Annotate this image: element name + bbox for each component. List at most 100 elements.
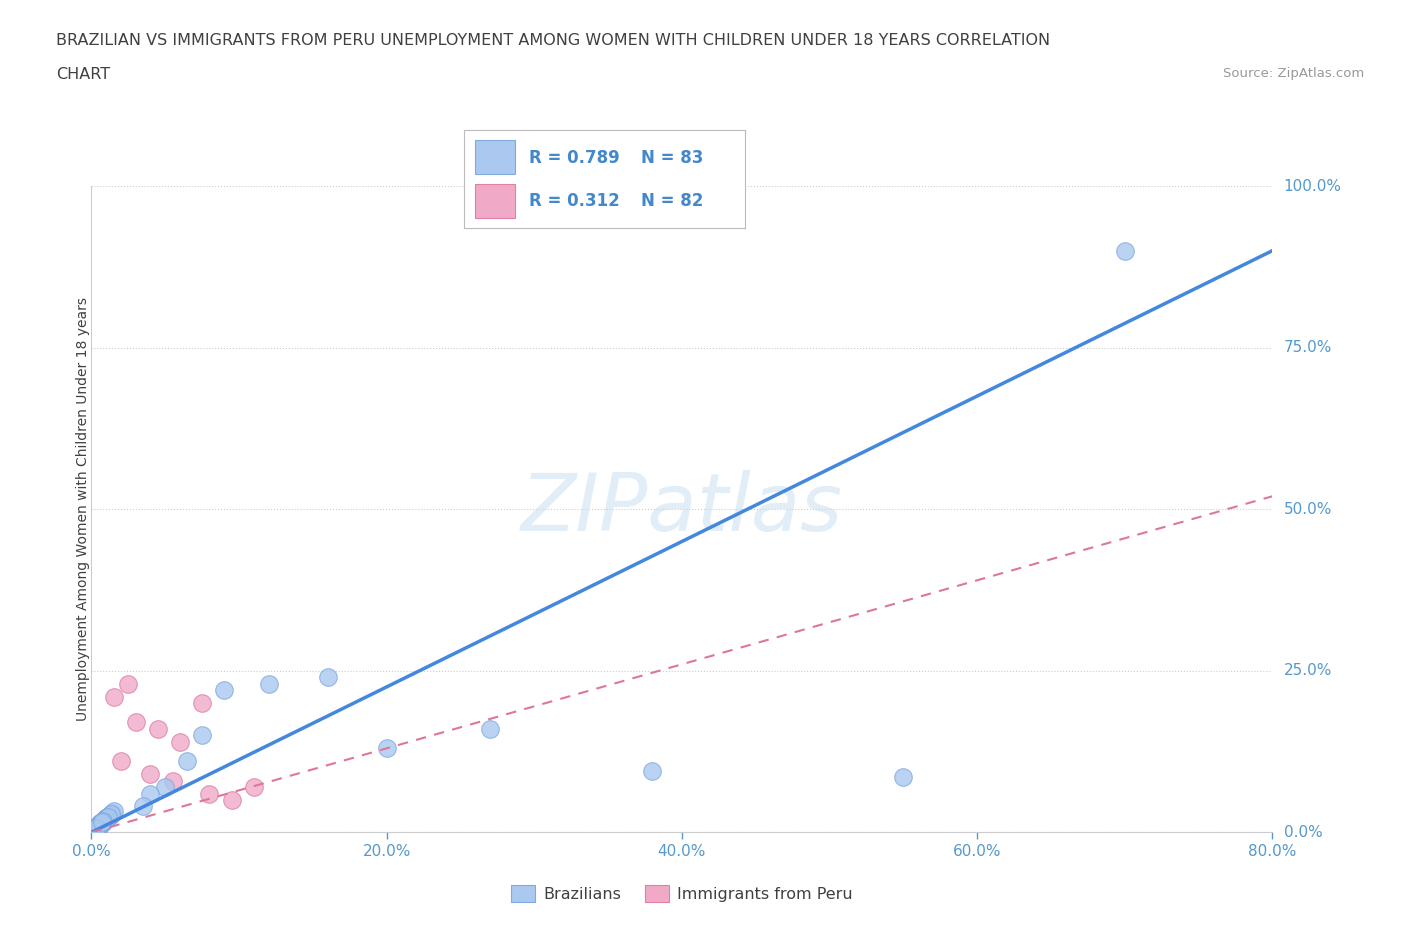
Point bbox=[93, 812, 115, 827]
Point bbox=[84, 820, 107, 835]
Point bbox=[84, 820, 107, 835]
Point bbox=[90, 816, 112, 830]
Point bbox=[93, 813, 115, 828]
Point bbox=[83, 822, 105, 837]
Point bbox=[91, 815, 114, 830]
Text: 75.0%: 75.0% bbox=[1284, 340, 1331, 355]
Point bbox=[86, 819, 108, 834]
Point bbox=[91, 813, 114, 828]
Point bbox=[86, 819, 108, 834]
Point bbox=[83, 822, 105, 837]
Point bbox=[87, 818, 110, 833]
Point bbox=[91, 815, 114, 830]
Point bbox=[90, 816, 112, 830]
Point bbox=[87, 818, 110, 833]
Point bbox=[84, 820, 107, 835]
Point bbox=[191, 728, 214, 743]
Point bbox=[139, 786, 162, 801]
Point bbox=[91, 814, 114, 829]
Point bbox=[83, 822, 105, 837]
Point bbox=[98, 809, 121, 824]
Point bbox=[191, 696, 214, 711]
Point bbox=[86, 819, 108, 834]
Point bbox=[90, 815, 112, 830]
Point bbox=[84, 821, 107, 836]
Point bbox=[87, 817, 110, 832]
Point bbox=[103, 804, 125, 818]
Point bbox=[89, 817, 111, 831]
Point bbox=[97, 810, 120, 825]
Point bbox=[93, 813, 115, 828]
Text: ZIPatlas: ZIPatlas bbox=[520, 471, 844, 548]
Point bbox=[90, 816, 112, 830]
Point bbox=[90, 815, 112, 830]
Point bbox=[375, 741, 398, 756]
Point bbox=[98, 808, 121, 823]
Point bbox=[893, 770, 915, 785]
Text: N = 82: N = 82 bbox=[641, 192, 703, 209]
Point bbox=[86, 819, 108, 834]
Point bbox=[132, 799, 155, 814]
Point bbox=[91, 815, 114, 830]
Point bbox=[103, 689, 125, 704]
Point bbox=[91, 813, 114, 828]
Point bbox=[110, 754, 132, 769]
Point bbox=[124, 715, 148, 730]
Point bbox=[221, 792, 243, 807]
Point bbox=[89, 817, 111, 832]
Point bbox=[83, 822, 105, 837]
Point bbox=[97, 809, 120, 824]
Text: CHART: CHART bbox=[56, 67, 110, 82]
Point bbox=[89, 817, 111, 831]
Point bbox=[641, 764, 664, 778]
Point bbox=[96, 811, 118, 826]
Point bbox=[90, 815, 112, 830]
Point bbox=[93, 811, 115, 826]
Point bbox=[89, 816, 111, 830]
Point bbox=[176, 754, 198, 769]
Point bbox=[87, 818, 110, 833]
Text: 100.0%: 100.0% bbox=[1284, 179, 1341, 193]
Point bbox=[91, 814, 114, 829]
Point bbox=[86, 819, 108, 834]
Point bbox=[86, 819, 108, 834]
Point bbox=[84, 821, 107, 836]
Text: 50.0%: 50.0% bbox=[1284, 501, 1331, 517]
Point bbox=[83, 822, 105, 837]
Point bbox=[91, 814, 114, 829]
Point bbox=[90, 815, 112, 830]
Text: 25.0%: 25.0% bbox=[1284, 663, 1331, 678]
Point bbox=[89, 817, 111, 832]
Point bbox=[169, 735, 191, 750]
Point bbox=[243, 779, 266, 794]
Y-axis label: Unemployment Among Women with Children Under 18 years: Unemployment Among Women with Children U… bbox=[76, 298, 90, 721]
Point bbox=[91, 813, 114, 828]
Point bbox=[91, 815, 114, 830]
Point bbox=[90, 815, 112, 830]
Text: R = 0.789: R = 0.789 bbox=[529, 149, 620, 166]
Point bbox=[96, 811, 118, 826]
Point bbox=[89, 817, 111, 832]
Point bbox=[87, 818, 110, 833]
Point bbox=[97, 809, 120, 824]
Point bbox=[96, 811, 118, 826]
Point bbox=[89, 817, 111, 832]
FancyBboxPatch shape bbox=[475, 140, 515, 174]
Point bbox=[87, 818, 110, 833]
Point bbox=[101, 805, 124, 820]
Point bbox=[82, 824, 104, 839]
Point bbox=[93, 813, 115, 828]
Point bbox=[198, 786, 221, 801]
Point bbox=[83, 822, 105, 837]
Point bbox=[90, 816, 112, 830]
Point bbox=[87, 817, 110, 832]
Point bbox=[93, 812, 115, 827]
Point bbox=[97, 809, 120, 824]
Point bbox=[90, 816, 112, 830]
Point bbox=[90, 816, 112, 830]
Point bbox=[87, 817, 110, 832]
Point bbox=[100, 807, 122, 822]
Point bbox=[96, 811, 118, 826]
Legend: Brazilians, Immigrants from Peru: Brazilians, Immigrants from Peru bbox=[505, 879, 859, 909]
Point bbox=[86, 819, 108, 834]
